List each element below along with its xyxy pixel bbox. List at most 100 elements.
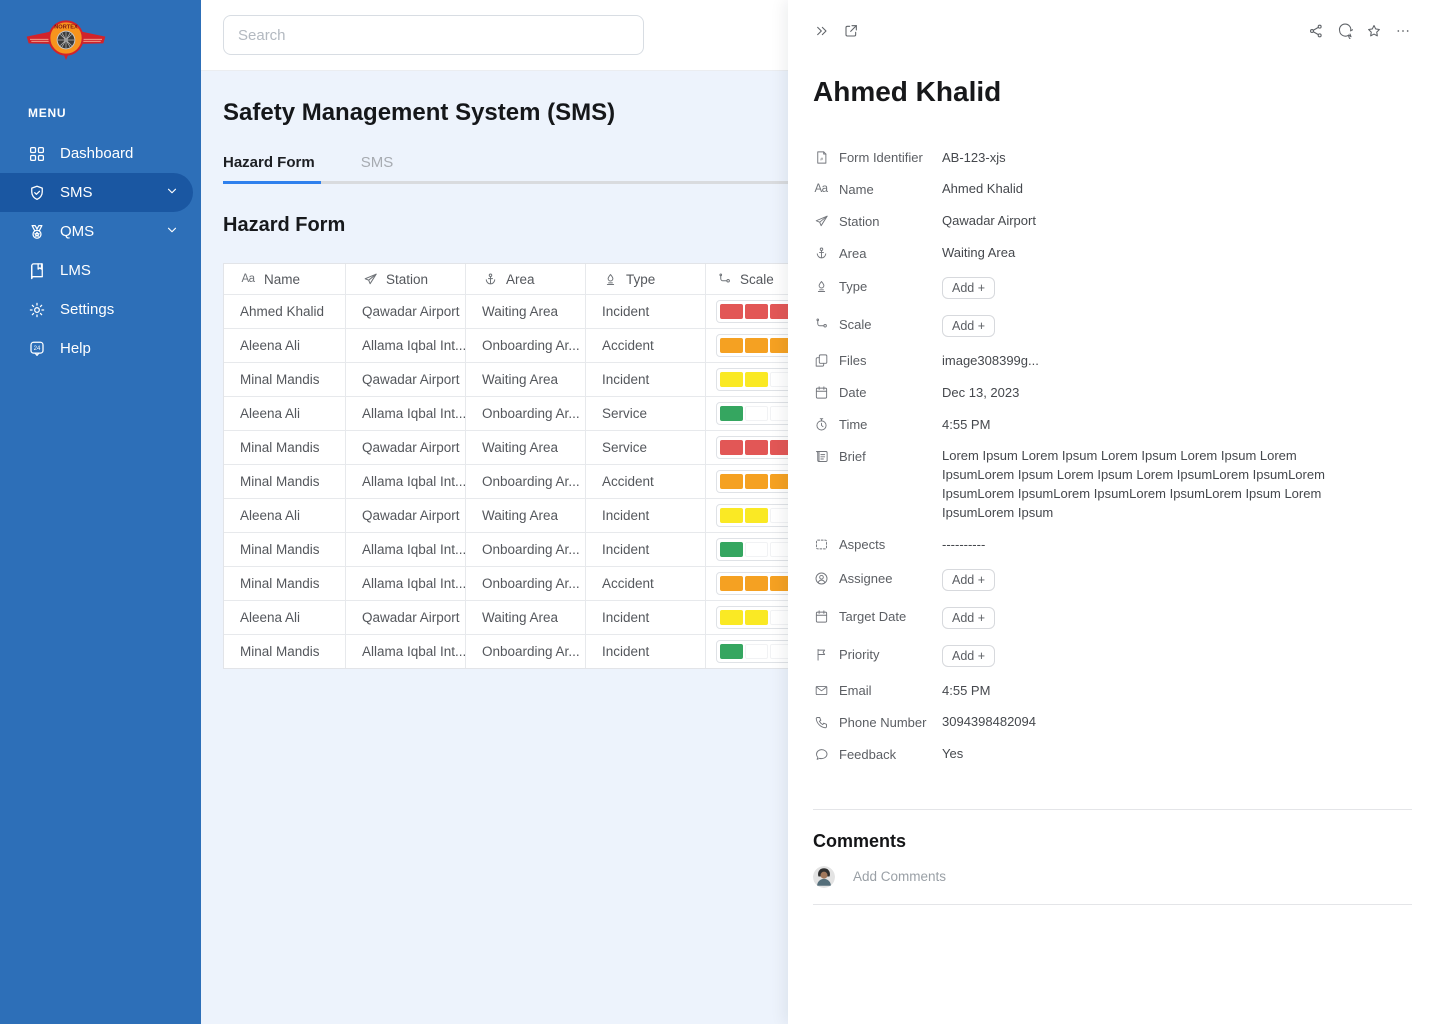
cell-area: Onboarding Ar... (466, 635, 586, 668)
field-label-text: Type (839, 278, 868, 294)
scale-slot-filled (745, 304, 768, 319)
field-row-time: Time 4:55 PM (813, 409, 1412, 441)
add-scale-button[interactable]: Add + (942, 315, 996, 338)
assignee-icon (813, 570, 829, 586)
scale-slot-filled (745, 508, 768, 523)
field-row-type: Type Add + (813, 269, 1412, 307)
field-row-scale: Scale Add + (813, 307, 1412, 345)
field-label: Aa Name (813, 180, 942, 197)
cell-station: Qawadar Airport (346, 601, 466, 634)
table-row[interactable]: Minal Mandis Qawadar Airport Waiting Area I… (224, 362, 865, 396)
cell-station: Qawadar Airport (346, 295, 466, 328)
add-priority-button[interactable]: Add + (942, 645, 996, 668)
more-icon[interactable] (1394, 22, 1412, 40)
search-input[interactable] (223, 15, 644, 55)
tab-sms[interactable]: SMS (360, 154, 394, 171)
sidebar-item-qms[interactable]: QMS (0, 212, 193, 251)
sidebar-item-lms[interactable]: LMS (0, 251, 193, 290)
cell-station: Allama Iqbal Int... (346, 465, 466, 498)
collapse-icon[interactable] (813, 22, 831, 40)
sidebar-item-settings[interactable]: Settings (0, 290, 193, 329)
field-label: Area (813, 244, 942, 261)
cell-type: Service (586, 397, 706, 430)
cell-name: Minal Mandis (224, 465, 346, 498)
open-in-new-icon[interactable] (842, 22, 860, 40)
table-row[interactable]: Minal Mandis Allama Iqbal Int... Onboardin… (224, 566, 865, 600)
table-row[interactable]: Minal Mandis Qawadar Airport Waiting Area S… (224, 430, 865, 464)
svg-text:#: # (820, 156, 823, 161)
field-label-text: Phone Number (839, 714, 927, 730)
cell-station: Allama Iqbal Int... (346, 533, 466, 566)
dashboard-grid-icon (28, 145, 46, 163)
add-target-date-button[interactable]: Add + (942, 607, 996, 630)
column-label: Type (626, 271, 656, 287)
calendar-icon (813, 385, 829, 401)
cell-name: Aleena Ali (224, 601, 346, 634)
sidebar-item-sms[interactable]: SMS (0, 173, 193, 212)
chevron-down-icon (165, 223, 179, 241)
cell-type: Accident (586, 329, 706, 362)
scale-slot-filled (720, 338, 743, 353)
column-label: Name (264, 271, 301, 287)
cell-type: Accident (586, 465, 706, 498)
field-row-name: Aa Name Ahmed Khalid (813, 174, 1412, 206)
field-label: Assignee (813, 569, 942, 586)
field-label: Email (813, 682, 942, 699)
cell-type: Incident (586, 533, 706, 566)
nortex-logo[interactable]: NORTEX (26, 14, 106, 70)
cell-area: Waiting Area (466, 601, 586, 634)
column-header-area: Area (466, 264, 586, 294)
sidebar-item-label: SMS (60, 184, 93, 201)
add-comment-row[interactable]: Add Comments (813, 865, 1412, 905)
scale-slot-filled (745, 372, 768, 387)
scale-slot-filled (720, 372, 743, 387)
sidebar-item-help[interactable]: 24 Help (0, 329, 193, 368)
field-row-priority: Priority Add + (813, 637, 1412, 675)
sidebar-nav: Dashboard SMS QMS LMS Settings 24 Help (0, 134, 201, 368)
panel-toolbar-left (813, 22, 871, 40)
flag-icon (813, 646, 829, 662)
scale-slot-filled (720, 440, 743, 455)
table-row[interactable]: Aleena Ali Qawadar Airport Waiting Area Inc… (224, 600, 865, 634)
table-row[interactable]: Aleena Ali Qawadar Airport Waiting Area Inc… (224, 498, 865, 532)
share-icon[interactable] (1307, 22, 1325, 40)
scale-slot-filled (720, 542, 743, 557)
field-value: ---------- (942, 536, 986, 552)
field-row-station: Station Qawadar Airport (813, 206, 1412, 238)
table-row[interactable]: Aleena Ali Allama Iqbal Int... Onboarding … (224, 328, 865, 362)
add-assignee-button[interactable]: Add + (942, 569, 996, 592)
star-icon[interactable] (1365, 22, 1383, 40)
tab-hazard-form[interactable]: Hazard Form (223, 154, 321, 184)
table-row[interactable]: Minal Mandis Allama Iqbal Int... Onboardin… (224, 532, 865, 566)
brief-scroll-icon (813, 448, 829, 464)
sidebar-item-label: Settings (60, 301, 115, 318)
field-label-text: Form Identifier (839, 150, 923, 165)
table-row[interactable]: Ahmed Khalid Qawadar Airport Waiting Area I… (224, 294, 865, 328)
add-type-button[interactable]: Add + (942, 277, 996, 300)
cell-area: Waiting Area (466, 431, 586, 464)
field-label-text: Files (839, 353, 867, 369)
calendar-icon (813, 608, 829, 624)
cell-station: Allama Iqbal Int... (346, 329, 466, 362)
sidebar: NORTEX MENU Dashboard SMS QMS LMS Settings 24… (0, 0, 201, 1024)
plane-icon (362, 271, 378, 287)
field-row-assignee: Assignee Add + (813, 561, 1412, 599)
scale-slot-filled (745, 440, 768, 455)
table-row[interactable]: Aleena Ali Allama Iqbal Int... Onboarding … (224, 396, 865, 430)
field-value: 3094398482094 (942, 714, 1036, 730)
table-row[interactable]: Minal Mandis Allama Iqbal Int... Onboardin… (224, 634, 865, 668)
column-header-station: Station (346, 264, 466, 294)
cell-type: Incident (586, 499, 706, 532)
field-value: Dec 13, 2023 (942, 384, 1020, 400)
comment-icon[interactable] (1336, 22, 1354, 40)
field-label: Priority (813, 645, 942, 662)
cell-area: Onboarding Ar... (466, 329, 586, 362)
sidebar-item-dashboard[interactable]: Dashboard (0, 134, 193, 173)
table-row[interactable]: Minal Mandis Allama Iqbal Int... Onboardin… (224, 464, 865, 498)
add-comment-placeholder[interactable]: Add Comments (853, 869, 947, 885)
area-anchor-icon (813, 245, 829, 261)
field-label-text: Station (839, 213, 880, 229)
scale-slot-empty (745, 542, 768, 557)
cell-name: Aleena Ali (224, 397, 346, 430)
field-label: Scale (813, 315, 942, 332)
